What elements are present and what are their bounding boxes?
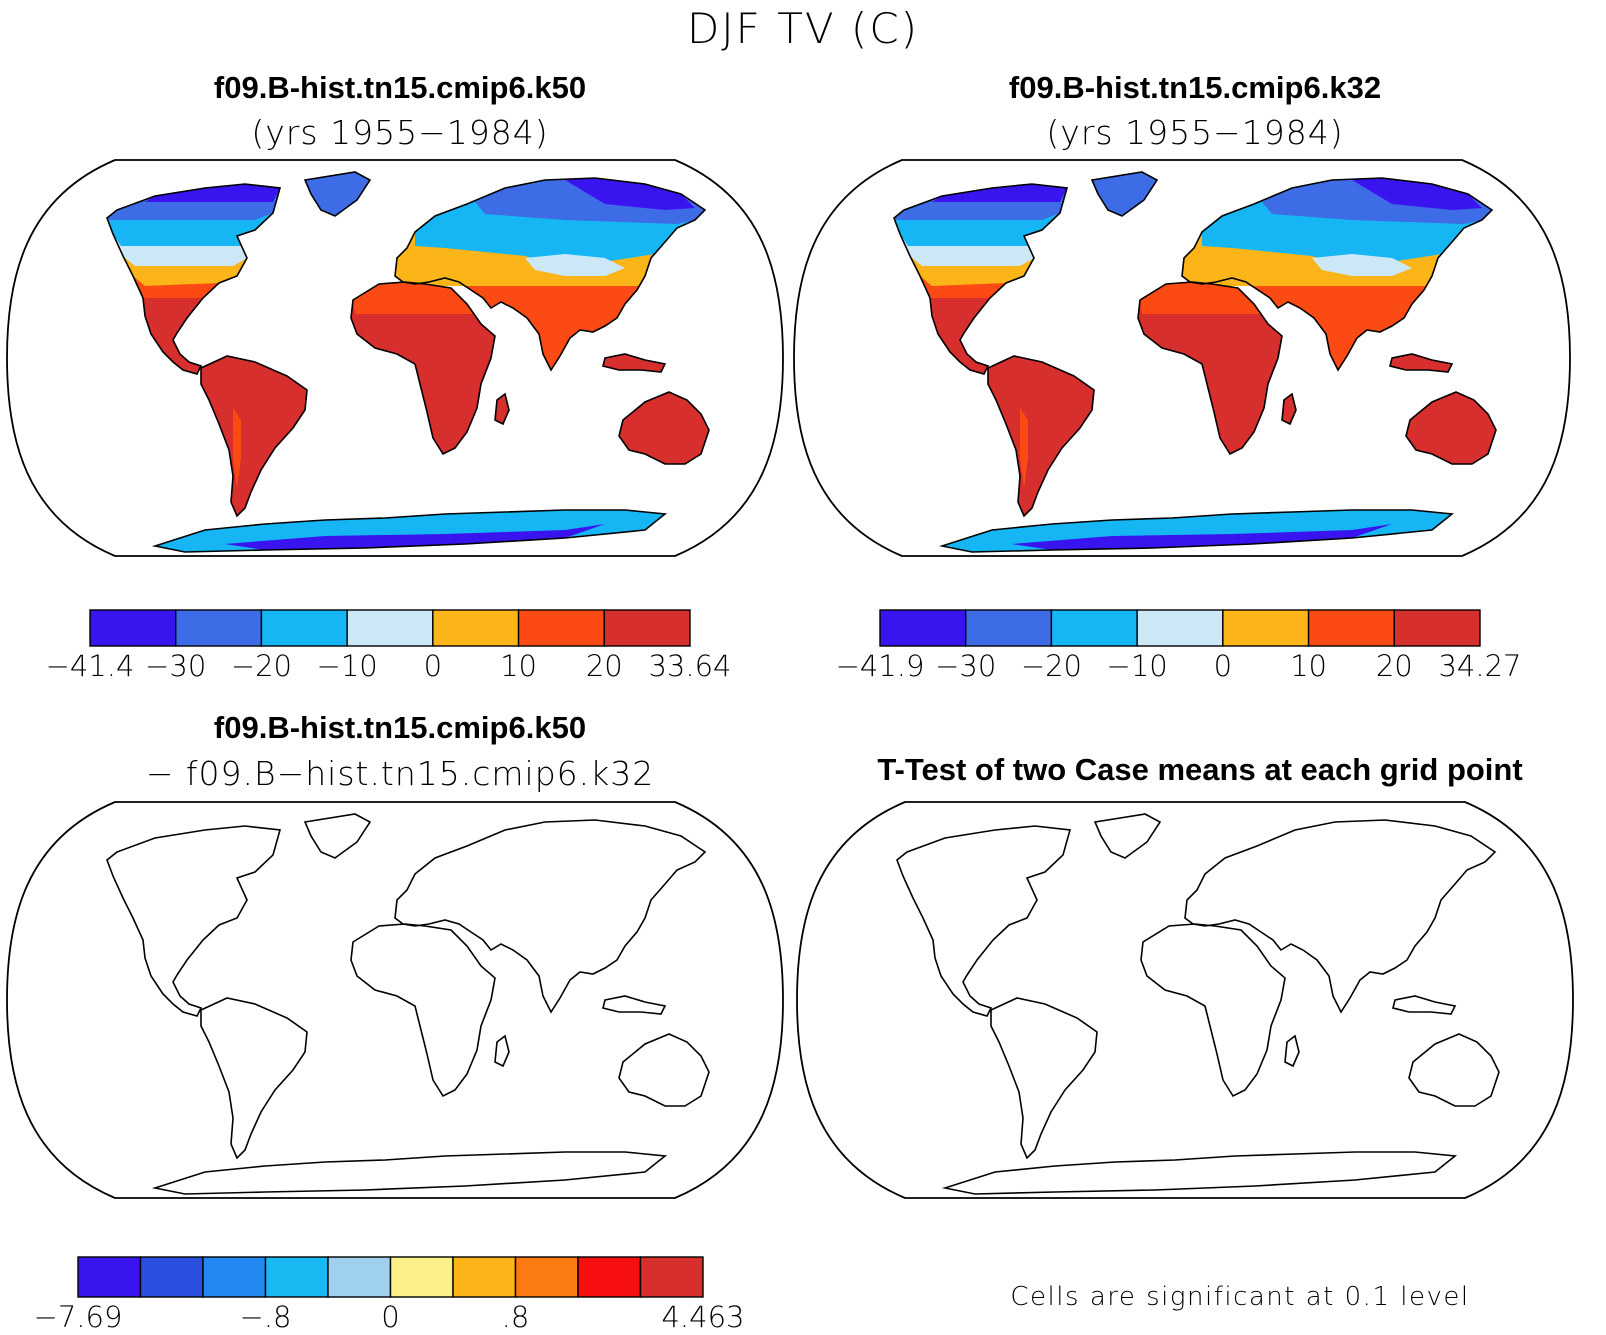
cb1-tick-label: −41.4 (46, 649, 135, 683)
cb1-tick-label: −20 (231, 649, 292, 683)
cb3-tick-label: 4.463 (661, 1300, 744, 1334)
cb2-swatch (1136, 609, 1224, 647)
cb1-swatch (260, 609, 348, 647)
cb2-swatch (965, 609, 1053, 647)
colorbar-panel3: −7.69 −.8 0 .8 4.463 (34, 1256, 745, 1334)
colorbar-panel1: −41.4 −30 −20 −10 0 10 20 33.64 (46, 609, 732, 683)
panel4-title: T-Test of two Case means at each grid po… (877, 752, 1523, 787)
cb3-swatch (327, 1256, 392, 1298)
cb1-swatch (432, 609, 520, 647)
cb3-tick-label: −7.69 (34, 1300, 123, 1334)
cb1-swatch (175, 609, 263, 647)
panel1-subtitle: (yrs 1955−1984) (251, 113, 549, 152)
cb2-tick-label: 34.27 (1438, 649, 1521, 683)
significance-note: Cells are significant at 0.1 level (1010, 1282, 1470, 1312)
panel3-subtitle: − f09.B−hist.tn15.cmip6.k32 (145, 754, 655, 793)
cb2-swatch (1222, 609, 1310, 647)
cb3-swatch (202, 1256, 267, 1298)
cb3-swatch (639, 1256, 704, 1298)
panel3-title: f09.B-hist.tn15.cmip6.k50 (213, 710, 587, 745)
cb1-tick-label: 0 (424, 649, 442, 683)
cb2-tick-label: −30 (935, 649, 996, 683)
cb2-swatch (1393, 609, 1481, 647)
cb1-tick-label: 10 (500, 649, 537, 683)
cb2-tick-label: 10 (1290, 649, 1327, 683)
cb3-swatch (452, 1256, 517, 1298)
cb2-swatch (879, 609, 967, 647)
panel4-map (796, 801, 1574, 1199)
cb2-swatch (1307, 609, 1395, 647)
colorbar-panel2: −41.9 −30 −20 −10 0 10 20 34.27 (836, 609, 1522, 683)
cb2-tick-label: 0 (1214, 649, 1232, 683)
panel1-title: f09.B-hist.tn15.cmip6.k50 (213, 70, 587, 105)
cb2-swatch (1050, 609, 1138, 647)
cb3-tick-label: .8 (502, 1300, 530, 1334)
cb2-tick-label: −41.9 (836, 649, 925, 683)
panel2-map (793, 159, 1571, 557)
cb3-tick-label: −.8 (240, 1300, 292, 1334)
panel1-map (6, 159, 784, 557)
cb3-swatch (577, 1256, 642, 1298)
cb1-tick-label: −30 (145, 649, 206, 683)
cb1-tick-label: −10 (317, 649, 378, 683)
cb2-tick-label: −20 (1021, 649, 1082, 683)
cb3-swatch (77, 1256, 142, 1298)
panel3-map (6, 801, 784, 1199)
cb1-swatch (346, 609, 434, 647)
figure-title: DJF TV (C) (686, 4, 920, 53)
cb3-swatch (389, 1256, 454, 1298)
cb1-swatch (517, 609, 605, 647)
cb3-swatch (514, 1256, 579, 1298)
cb3-swatch (139, 1256, 204, 1298)
cb3-tick-label: 0 (381, 1300, 399, 1334)
cb3-swatch (264, 1256, 329, 1298)
cb1-swatch (89, 609, 177, 647)
cb2-tick-label: −10 (1107, 649, 1168, 683)
panel2-subtitle: (yrs 1955−1984) (1046, 113, 1344, 152)
cb2-tick-label: 20 (1376, 649, 1413, 683)
cb1-swatch (603, 609, 691, 647)
panel2-title: f09.B-hist.tn15.cmip6.k32 (1008, 70, 1382, 105)
cb1-tick-label: 33.64 (648, 649, 731, 683)
cb1-tick-label: 20 (586, 649, 623, 683)
